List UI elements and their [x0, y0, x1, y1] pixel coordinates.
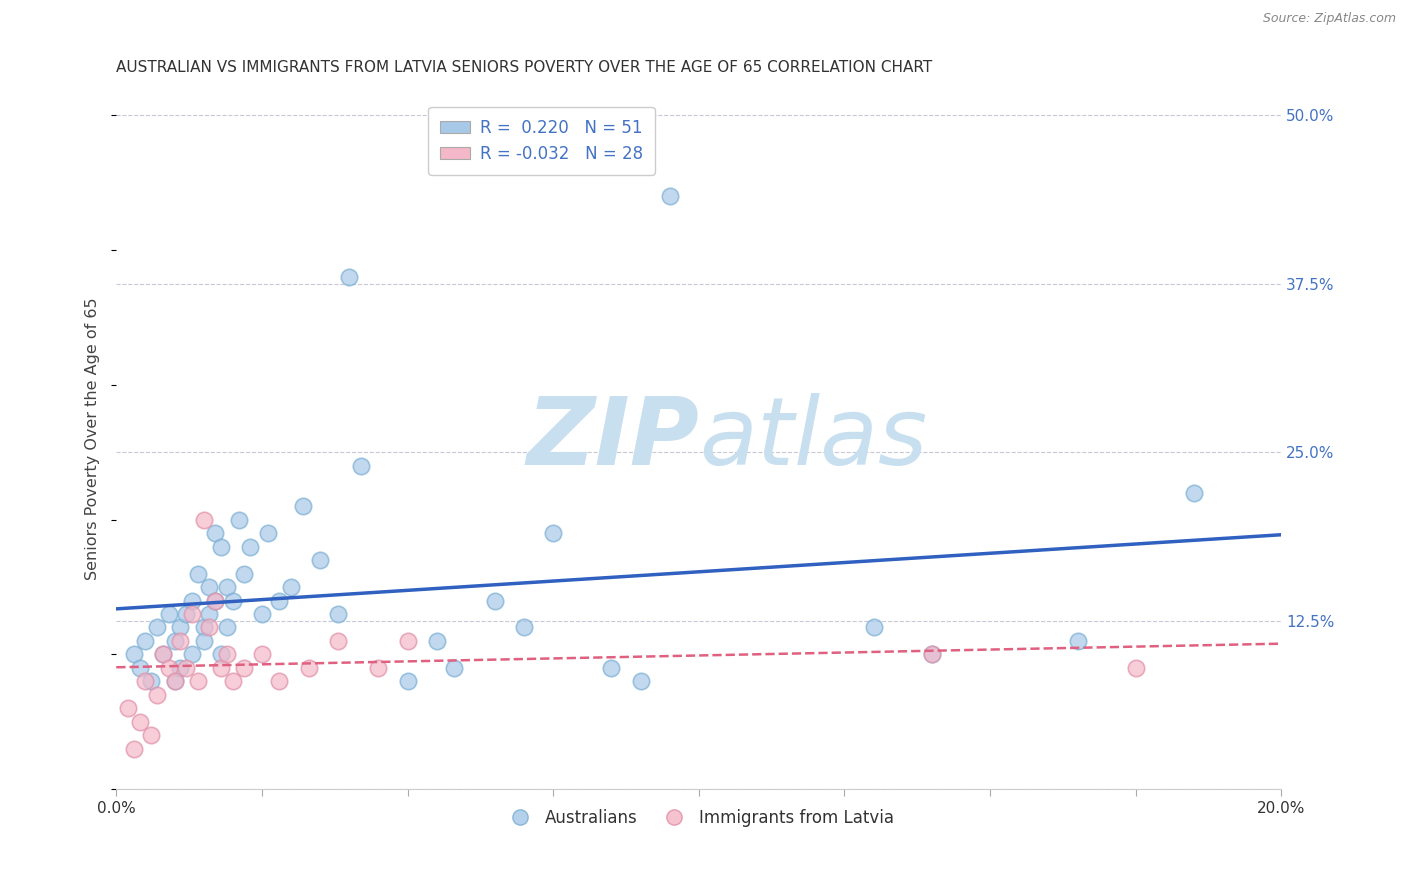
Point [222, 674, 245, 689]
Point [204, 593, 226, 607]
Point [193, 634, 215, 648]
Point [215, 580, 238, 594]
Point [250, 648, 273, 662]
Point [326, 607, 349, 621]
Point [198, 607, 221, 621]
Point [291, 499, 314, 513]
Point [600, 661, 623, 675]
Point [280, 580, 302, 594]
Point [174, 607, 197, 621]
Point [204, 593, 226, 607]
Point [233, 661, 256, 675]
Point [117, 701, 139, 715]
Point [198, 580, 221, 594]
Point [367, 661, 389, 675]
Point [157, 607, 180, 621]
Point [239, 540, 262, 554]
Point [862, 620, 884, 634]
Point [326, 634, 349, 648]
Point [921, 648, 943, 662]
Text: AUSTRALIAN VS IMMIGRANTS FROM LATVIA SENIORS POVERTY OVER THE AGE OF 65 CORRELAT: AUSTRALIAN VS IMMIGRANTS FROM LATVIA SEN… [117, 60, 932, 75]
Point [169, 620, 191, 634]
Point [215, 620, 238, 634]
Point [152, 648, 174, 662]
Point [169, 634, 191, 648]
Point [921, 648, 943, 662]
Point [250, 607, 273, 621]
Point [181, 593, 204, 607]
Point [157, 661, 180, 675]
Point [396, 674, 419, 689]
Point [141, 728, 163, 742]
Point [209, 661, 232, 675]
Point [169, 661, 191, 675]
Point [134, 674, 156, 689]
Point [426, 634, 449, 648]
Point [193, 513, 215, 527]
Point [541, 526, 564, 541]
Point [187, 674, 209, 689]
Point [122, 741, 145, 756]
Text: ZIP: ZIP [526, 392, 699, 484]
Point [128, 661, 150, 675]
Point [141, 674, 163, 689]
Point [181, 648, 204, 662]
Point [228, 513, 250, 527]
Point [658, 189, 681, 203]
Point [146, 688, 169, 702]
Point [181, 607, 204, 621]
Point [152, 648, 174, 662]
Point [134, 634, 156, 648]
Point [269, 674, 291, 689]
Point [1125, 661, 1147, 675]
Point [443, 661, 465, 675]
Point [215, 648, 238, 662]
Point [222, 593, 245, 607]
Legend: Australians, Immigrants from Latvia: Australians, Immigrants from Latvia [496, 802, 901, 833]
Point [513, 620, 536, 634]
Point [396, 634, 419, 648]
Point [1066, 634, 1088, 648]
Point [174, 661, 197, 675]
Point [297, 661, 319, 675]
Point [209, 540, 232, 554]
Point [146, 620, 169, 634]
Point [163, 674, 186, 689]
Point [309, 553, 332, 567]
Point [193, 620, 215, 634]
Point [198, 620, 221, 634]
Point [269, 593, 291, 607]
Y-axis label: Seniors Poverty Over the Age of 65: Seniors Poverty Over the Age of 65 [86, 297, 100, 580]
Point [209, 648, 232, 662]
Point [256, 526, 278, 541]
Point [204, 526, 226, 541]
Point [187, 566, 209, 581]
Point [1182, 485, 1205, 500]
Point [337, 270, 360, 285]
Point [350, 458, 373, 473]
Point [163, 634, 186, 648]
Point [128, 714, 150, 729]
Point [163, 674, 186, 689]
Point [484, 593, 506, 607]
Point [233, 566, 256, 581]
Text: atlas: atlas [699, 393, 927, 484]
Text: Source: ZipAtlas.com: Source: ZipAtlas.com [1263, 12, 1396, 25]
Point [630, 674, 652, 689]
Point [122, 648, 145, 662]
